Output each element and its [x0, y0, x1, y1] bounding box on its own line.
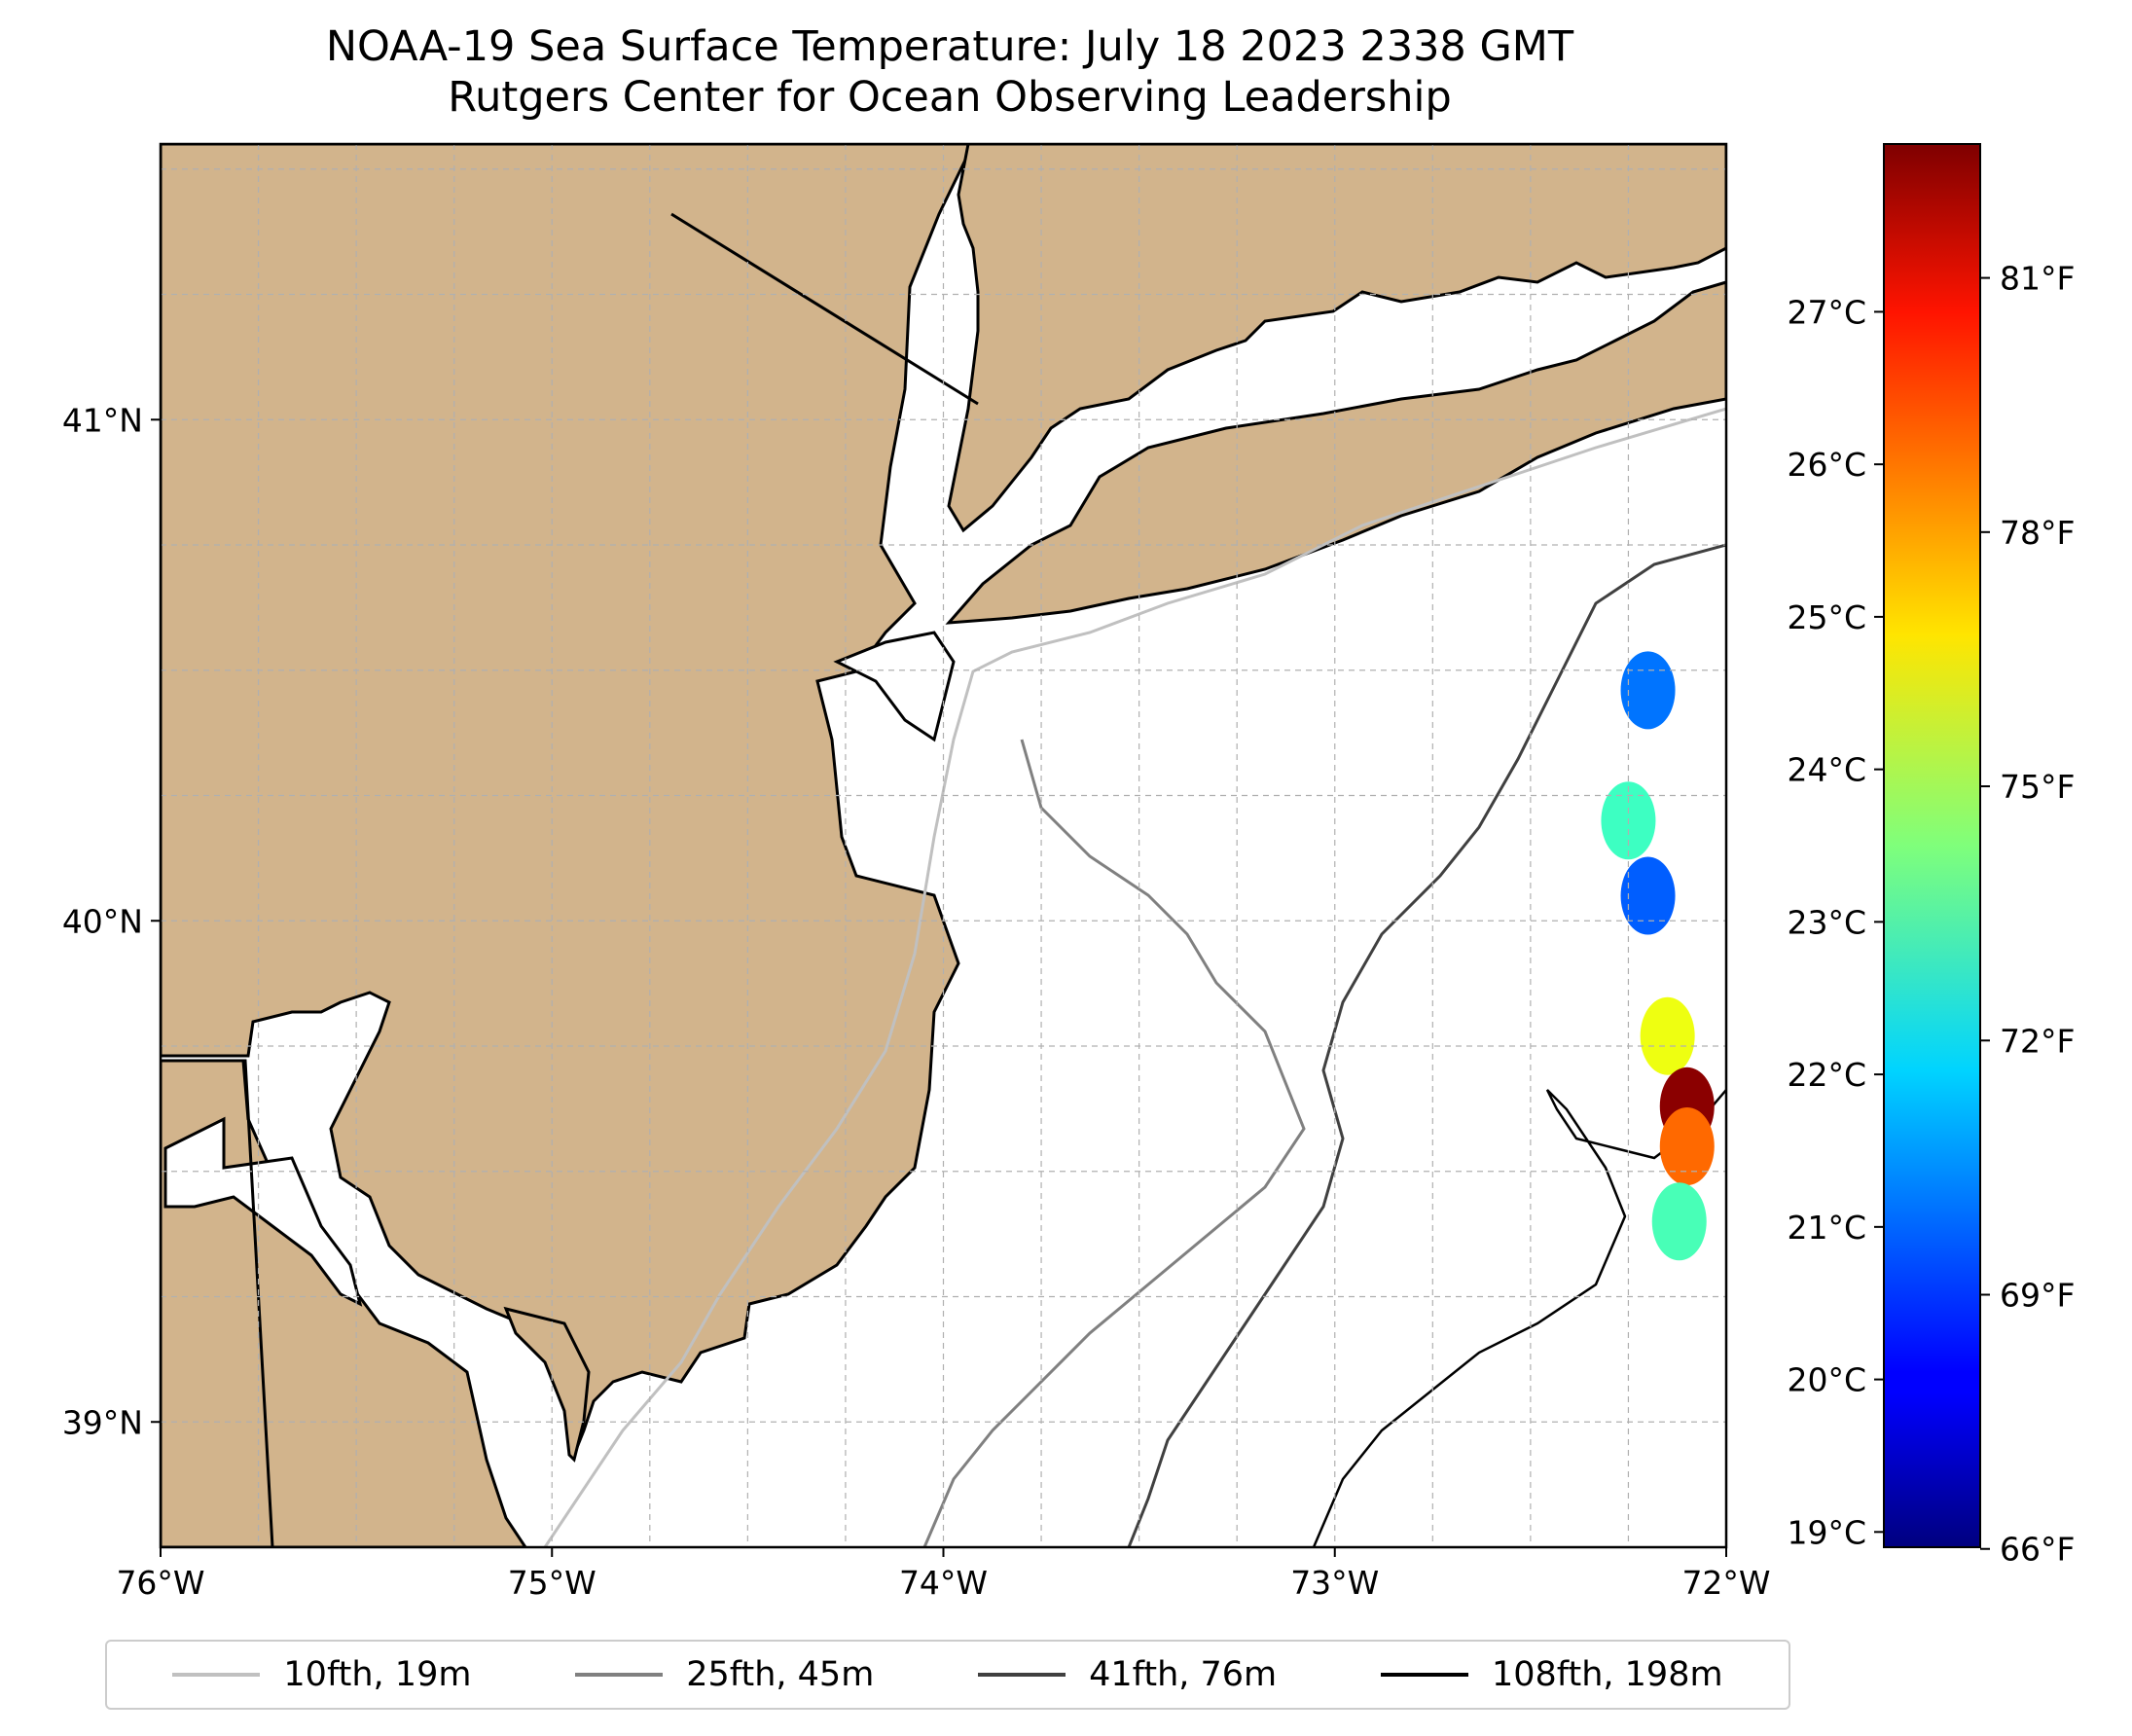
- fahrenheit-tick-label: 69°F: [2000, 1277, 2075, 1315]
- contour-25fth: [922, 739, 1306, 1547]
- fahrenheit-tick-label: 75°F: [2000, 768, 2075, 806]
- legend-entry: 108fth, 198m: [1380, 1655, 1723, 1694]
- sst-patch: [1640, 996, 1695, 1075]
- map-panel: 76°W 75°W 74°W 73°W 72°W 39°N 40°N 41°N: [62, 142, 1771, 1602]
- fahrenheit-tick-label: 78°F: [2000, 514, 2075, 552]
- contour-41fth: [1127, 543, 1726, 1547]
- lat-ticks: 39°N 40°N 41°N: [62, 401, 161, 1441]
- legend-line-swatch: [172, 1673, 261, 1677]
- title-line-1: NOAA-19 Sea Surface Temperature: July 18…: [325, 22, 1574, 71]
- grid-layer: [161, 144, 1726, 1547]
- legend-entry: 41fth, 76m: [978, 1655, 1277, 1694]
- lon-tick-label: 74°W: [899, 1564, 988, 1602]
- fahrenheit-tick-label: 72°F: [2000, 1022, 2075, 1060]
- fahrenheit-tick-label: 81°F: [2000, 260, 2075, 298]
- legend-line-swatch: [978, 1673, 1066, 1677]
- colorbar: 19°C 20°C 21°C 22°C 23°C 24°C 25°C 26°C 27°C 66°…: [1787, 143, 2075, 1569]
- lat-tick-label: 39°N: [62, 1403, 143, 1441]
- legend-label: 41fth, 76m: [1089, 1655, 1278, 1694]
- legend-label: 25fth, 45m: [686, 1655, 875, 1694]
- delaware-river: [163, 1116, 363, 1307]
- celsius-tick-label: 21°C: [1787, 1209, 1866, 1247]
- map-title: NOAA-19 Sea Surface Temperature: July 18…: [0, 21, 1899, 123]
- title-line-2: Rutgers Center for Ocean Observing Leade…: [448, 73, 1452, 122]
- celsius-tick-label: 20°C: [1787, 1361, 1866, 1399]
- colorbar-fahrenheit-ticks: 66°F 69°F 72°F 75°F 78°F 81°F: [1980, 260, 2075, 1569]
- celsius-tick-label: 23°C: [1787, 903, 1866, 941]
- fahrenheit-tick-label: 66°F: [2000, 1531, 2075, 1569]
- sst-patch: [1620, 856, 1676, 935]
- legend-label: 10fth, 19m: [283, 1655, 472, 1694]
- celsius-tick-label: 25°C: [1787, 598, 1866, 636]
- legend-line-swatch: [1380, 1673, 1468, 1677]
- colorbar-celsius-ticks: 19°C 20°C 21°C 22°C 23°C 24°C 25°C 26°C 27°C: [1787, 293, 1884, 1551]
- lat-tick-label: 40°N: [62, 902, 143, 940]
- sst-patch: [1651, 1182, 1707, 1261]
- legend-label: 108fth, 198m: [1491, 1655, 1723, 1694]
- colorbar-gradient: [1883, 143, 1981, 1548]
- state-border-pa-de: [161, 1059, 274, 1547]
- legend-line-swatch: [575, 1673, 664, 1677]
- lon-tick-label: 72°W: [1681, 1564, 1770, 1602]
- celsius-tick-label: 24°C: [1787, 751, 1866, 789]
- sst-patch: [1659, 1107, 1715, 1185]
- sst-layer: [1601, 651, 1715, 1261]
- state-border-ny-nj: [670, 212, 979, 406]
- land-long-island: [945, 280, 1726, 625]
- legend: 10fth, 19m 25fth, 45m 41fth, 76m 108fth, 19…: [105, 1640, 1790, 1710]
- legend-entry: 10fth, 19m: [172, 1655, 471, 1694]
- lon-tick-label: 73°W: [1290, 1564, 1379, 1602]
- celsius-tick-label: 22°C: [1787, 1056, 1866, 1094]
- celsius-tick-label: 27°C: [1787, 293, 1866, 331]
- land-new-york-connecticut: [947, 144, 1726, 533]
- lat-tick-label: 41°N: [62, 401, 143, 439]
- lon-tick-label: 75°W: [508, 1564, 596, 1602]
- lon-tick-label: 76°W: [116, 1564, 204, 1602]
- celsius-tick-label: 19°C: [1787, 1513, 1866, 1551]
- legend-entry: 25fth, 45m: [575, 1655, 874, 1694]
- lon-ticks: 76°W 75°W 74°W 73°W 72°W: [116, 1547, 1771, 1602]
- celsius-tick-label: 26°C: [1787, 446, 1866, 484]
